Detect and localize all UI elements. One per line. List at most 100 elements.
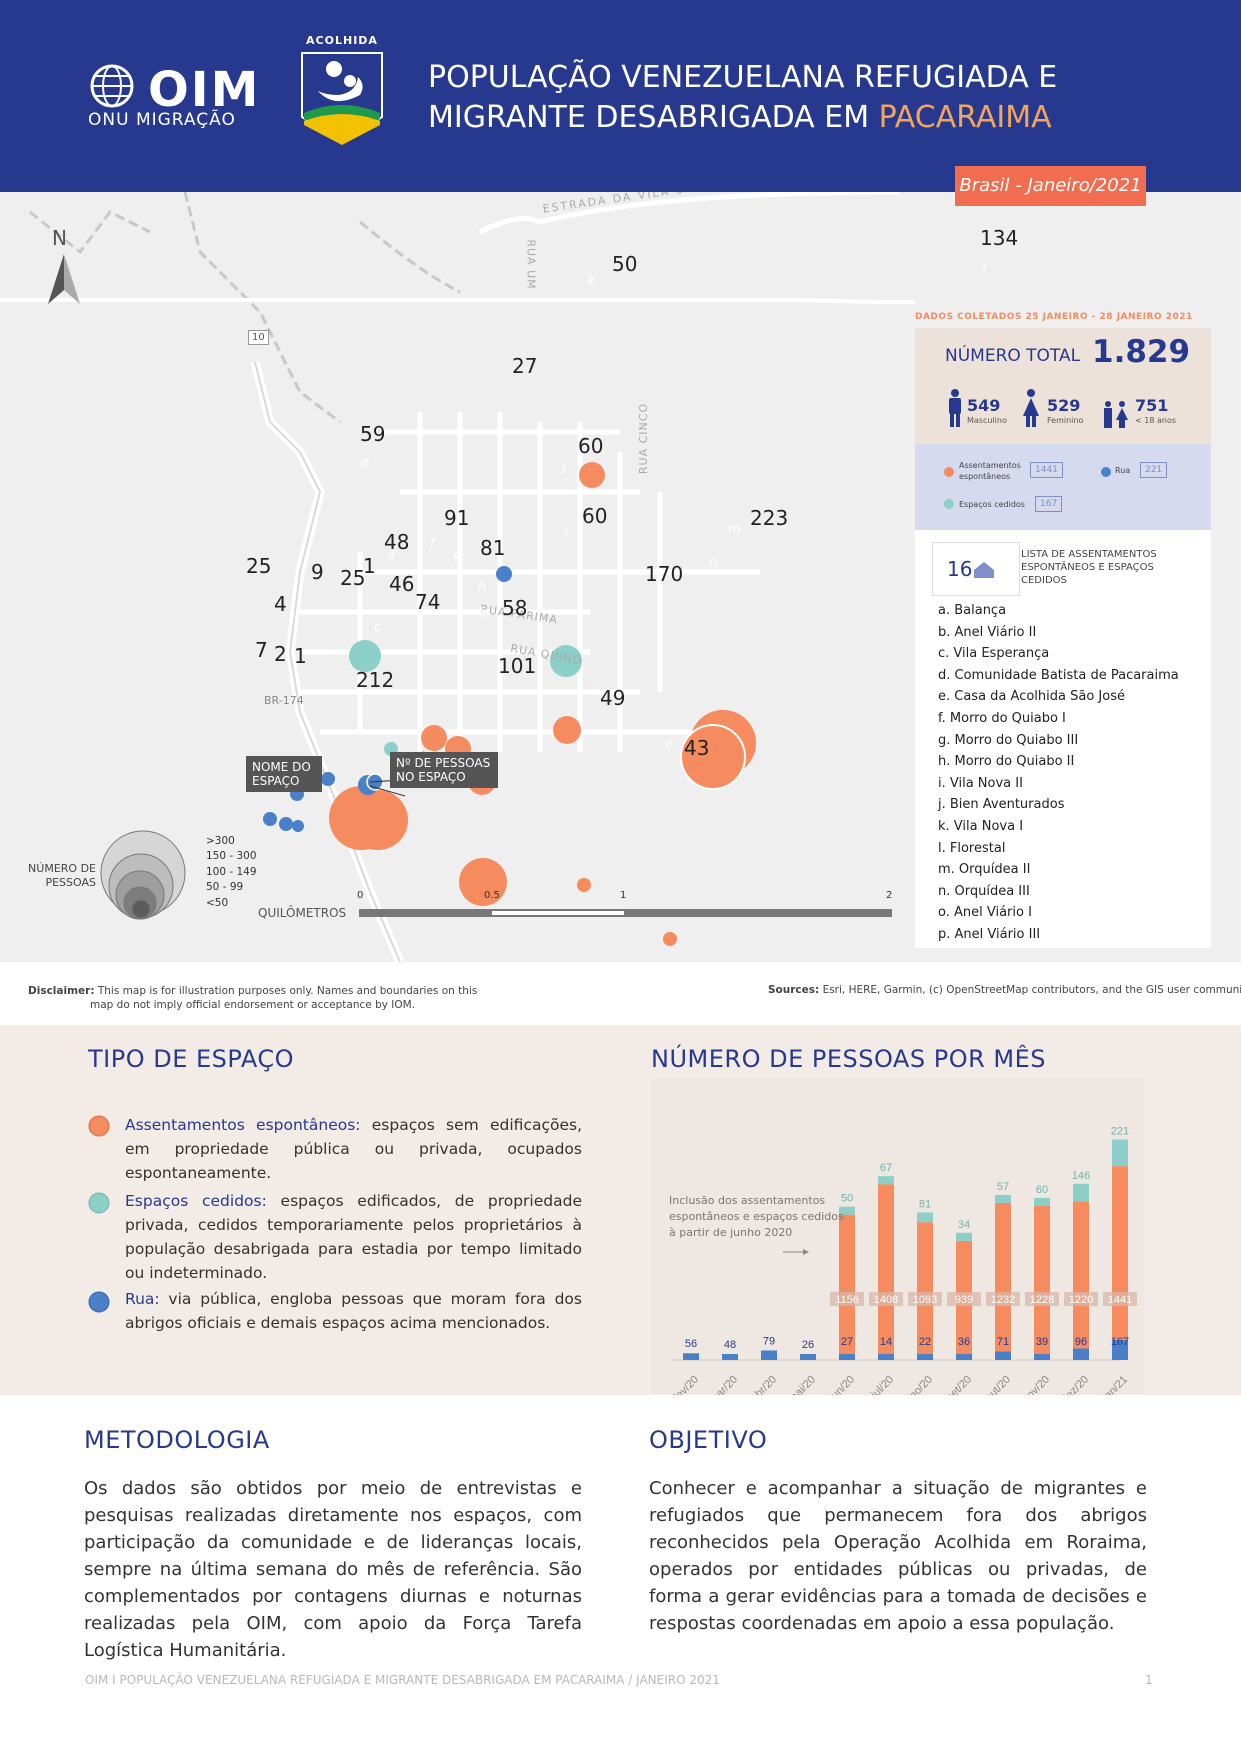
bar-label-rua: 71 [997,1336,1009,1348]
bar-label-rua: 22 [919,1336,931,1348]
bar-rua [1034,1354,1050,1360]
location-list: a. Balança b. Anel Viário II c. Vila Esp… [938,600,1179,946]
list-item: i. Vila Nova II [938,775,1023,791]
callout-name-label: NOME DO ESPAÇO [246,756,322,792]
bar-label-rua: 96 [1075,1336,1087,1348]
list-item: f. Morro do Quiabo I [938,710,1066,726]
marker-letter-n: n [709,555,718,570]
header-banner: OIM ONU MIGRAÇÃO ACOLHIDA POPULAÇÃO VENE… [0,0,1241,192]
title-line-2-prefix: MIGRANTE DESABRIGADA EM [428,100,879,135]
bar-label-espontaneos: 939 [955,1294,973,1306]
marker-letter-f: f [430,537,435,552]
tipo-term-espontaneos: Assentamentos espontâneos: [125,1116,361,1134]
marker-letter-b: b [479,606,488,621]
list-item: c. Vila Esperança [938,646,1050,662]
marker-letter-h: h [478,580,487,595]
tipo-item-rua: Rua: via pública, engloba pessoas que mo… [125,1287,582,1335]
x-tick-label: jul/20 [868,1374,896,1395]
disclaimer-line-1: Disclaimer: This map is for illustration… [28,984,477,998]
bar-label-cedidos: 60 [1036,1184,1048,1196]
objetivo-text: Conhecer e acompanhar a situação de migr… [649,1478,1147,1634]
bar-label-rua: 36 [958,1336,970,1348]
dashed-roads [29,192,461,424]
count-p: 43 [684,736,710,760]
street-count-10: 2 [274,642,287,666]
bar-rua [800,1354,816,1360]
list-item: a. Balança [938,603,1007,618]
marker-letter-e: e [361,455,369,470]
bar-label-espontaneos: 1156 [835,1294,859,1306]
size-legend-labels: >300 150 - 300 100 - 149 50 - 99 <50 [206,834,257,911]
boundary-road [0,298,915,304]
tipo-term-cedidos: Espaços cedidos: [125,1192,267,1210]
metodologia-title: METODOLOGIA [84,1426,270,1454]
count-o: 49 [600,686,626,710]
count-l: 134 [980,226,1019,250]
bar-label-rua: 39 [1036,1336,1048,1348]
street-count-1: 27 [512,354,538,378]
scale-tick-1: 1 [620,890,627,901]
x-tick-label: dez/20 [1059,1374,1091,1395]
bar-label-rua: 79 [763,1335,775,1347]
marker-letter-j: j [562,460,566,475]
count-j: 60 [578,434,604,458]
size-legend-label-1: >300 [206,835,235,847]
female-value: 529 [1047,396,1081,415]
annotation-arrowhead [803,1249,809,1255]
globe-icon [90,64,134,108]
street-label-rua-um: RUA UM [524,239,538,290]
list-item: p. Anel Viário III [938,926,1041,942]
bar-label-cedidos: 50 [841,1193,853,1205]
bar-label-bg [908,1292,942,1306]
street-count-11: 1 [294,644,307,668]
list-item: d. Comunidade Batista de Pacaraima [938,667,1179,683]
size-legend-label-5: <50 [206,896,229,909]
scale-tick-05: 0.5 [484,890,500,901]
bar-label-bg [830,1292,864,1306]
bar-cedidos [917,1212,933,1223]
size-legend-title: NÚMERO DE PESSOAS [28,862,96,889]
street-count-8: 4 [274,592,287,616]
total-box: NÚMERO TOTAL 1.829 [915,328,1211,380]
street-count-6: 46 [389,572,415,596]
total-label: NÚMERO TOTAL [945,346,1081,366]
chart-title: NÚMERO DE PESSOAS POR MÊS [651,1045,1046,1073]
chart-annotation: Inclusão dos assentamentos espontâneos e… [669,1194,844,1239]
list-item: k. Vila Nova I [938,818,1024,834]
size-legend-label-2: 150 - 300 [206,850,257,863]
bar-rua [1112,1339,1128,1360]
bar-cedidos [839,1206,855,1215]
list-item: e. Casa da Acolhida São José [938,689,1125,705]
list-item: o. Anel Viário I [938,905,1032,921]
sources-text: Esri, HERE, Garmin, (c) OpenStreetMap co… [822,984,1241,996]
cedido-dot-icon [88,1192,110,1214]
list-item: l. Florestal [938,840,1006,856]
children-icon [1104,401,1128,428]
tipo-text-rua: via pública, engloba pessoas que moram f… [125,1290,582,1332]
count-e: 59 [360,422,386,446]
bar-label-cedidos: 57 [997,1181,1009,1193]
street-count-9: 7 [255,638,268,662]
house-icon [974,562,994,578]
espontaneo-dot-icon [88,1115,110,1137]
count-f: 91 [444,506,470,530]
acolhida-label: ACOLHIDA [306,34,378,47]
acolhida-logo: ACOLHIDA [300,34,384,151]
count-d: 48 [384,530,410,554]
street-count-2: 25 [246,554,272,578]
size-legend-label-3: 100 - 149 [206,865,257,878]
bar-espontaneos [995,1202,1011,1352]
disclaimer: Disclaimer: This map is for illustration… [28,984,477,1012]
title-line-1: POPULAÇÃO VENEZUELANA REFUGIADA E [428,60,1058,95]
marker-letter-c: c [374,620,382,635]
disclaimer-label: Disclaimer: [28,985,95,997]
size-legend [100,830,186,920]
legend-cedidos-value: 167 [1035,496,1063,512]
bar-cedidos [956,1232,972,1241]
count-k: 50 [612,252,638,276]
bar-rua [761,1350,777,1360]
total-value: 1.829 [1092,334,1191,370]
bar-rua [839,1354,855,1360]
collection-dates: DADOS COLETADOS 25 JANEIRO - 28 JANEIRO … [915,312,1193,322]
legend-rua-label: Rua [1115,466,1131,475]
